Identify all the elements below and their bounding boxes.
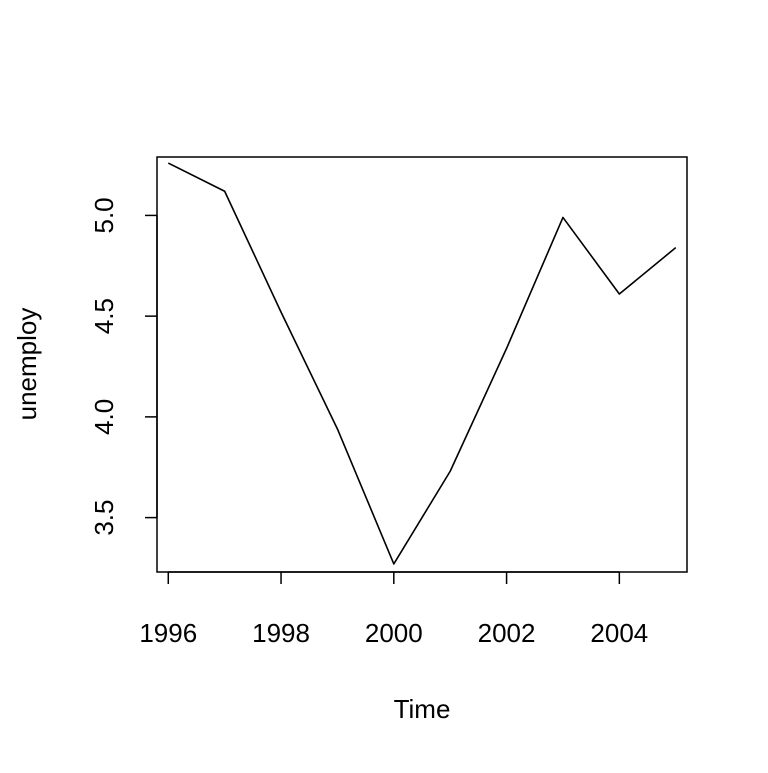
series-line: [167, 162, 677, 565]
y-tick-label: 5.0: [89, 197, 119, 233]
x-tick-label: 2004: [590, 618, 648, 648]
y-tick-label: 4.5: [89, 298, 119, 334]
y-axis: 3.5 4.0 4.5 5.0: [89, 197, 158, 536]
x-axis: 1996 1998 2000 2002 2004: [139, 571, 648, 648]
x-axis-title: Time: [394, 694, 451, 724]
x-tick-label: 1996: [139, 618, 197, 648]
y-tick-label: 3.5: [89, 500, 119, 536]
x-tick-label: 2002: [478, 618, 536, 648]
x-tick-label: 1998: [252, 618, 310, 648]
plot-frame: [156, 156, 688, 573]
x-tick-label: 2000: [365, 618, 423, 648]
y-axis-title: unemploy: [12, 308, 42, 421]
series-layer: [167, 162, 677, 565]
y-tick-label: 4.0: [89, 399, 119, 435]
